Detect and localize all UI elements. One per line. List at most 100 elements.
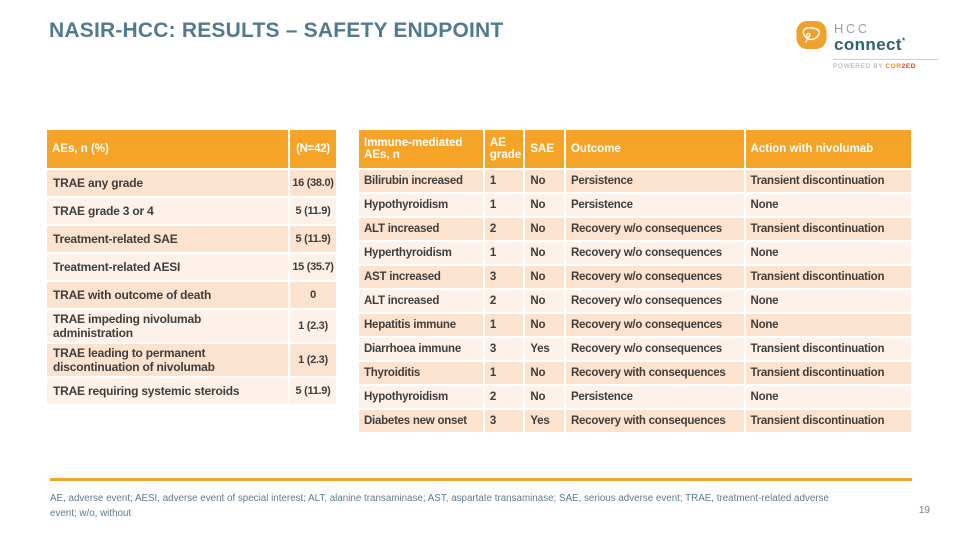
table-cell: No: [523, 192, 566, 218]
table-cell: 1: [482, 240, 526, 266]
column-header-n42: (N=42): [288, 128, 338, 170]
table-cell: 15 (35.7): [288, 252, 338, 282]
immune-table-row: ALT increased 2 No Recovery w/o consequence…: [357, 288, 914, 314]
table-cell: Recovery w/o consequences: [563, 336, 746, 362]
table-cell: 5 (11.9): [288, 224, 338, 254]
table-cell: 3: [482, 408, 526, 434]
table-cell: None: [743, 192, 914, 218]
table-cell: None: [743, 240, 914, 266]
table-cell: Recovery w/o consequences: [563, 312, 746, 338]
cor2ed-2ed: 2ED: [901, 63, 917, 70]
page-number: 19: [918, 505, 930, 516]
table-cell: 2: [482, 216, 526, 242]
immune-header-row: Immune-mediated AEs, n AE grade SAE Outc…: [357, 128, 914, 170]
column-header-sae: SAE: [523, 128, 566, 170]
table-cell: Persistence: [563, 192, 746, 218]
table-cell: Yes: [523, 408, 566, 434]
table-cell: Yes: [523, 336, 566, 362]
table-cell: ALT increased: [357, 288, 485, 314]
table-cell: Transient discontinuation: [743, 408, 914, 434]
logo-divider: [833, 59, 938, 60]
table-cell: No: [523, 360, 566, 386]
column-header-outcome: Outcome: [563, 128, 746, 170]
table-cell: TRAE any grade: [45, 168, 290, 198]
table-cell: No: [523, 264, 566, 290]
column-header-ae-grade: AE grade: [482, 128, 526, 170]
table-cell: Recovery w/o consequences: [563, 288, 746, 314]
table-cell: 1: [482, 312, 526, 338]
table-cell: 16 (38.0): [288, 168, 338, 198]
table-cell: 5 (11.9): [288, 196, 338, 226]
table-cell: TRAE with outcome of death: [45, 280, 290, 310]
column-header-immune-aes: Immune-mediated AEs, n: [357, 128, 485, 170]
table-cell: 1: [482, 192, 526, 218]
footer-accent-rule: [50, 478, 912, 481]
liver-pen-icon: [796, 20, 827, 55]
hcc-connect-logo: HCC connect* POWERED BY COR2ED: [796, 20, 938, 70]
table-cell: No: [523, 216, 566, 242]
immune-table-row: ALT increased 2 No Recovery w/o consequence…: [357, 216, 914, 242]
table-cell: 5 (11.9): [288, 376, 338, 406]
immune-table-row: AST increased 3 No Recovery w/o consequence…: [357, 264, 914, 290]
immune-table-row: Hypothyroidism 1 No Persistence None: [357, 192, 914, 218]
table-cell: TRAE grade 3 or 4: [45, 196, 290, 226]
table-cell: 1 (2.3): [288, 308, 338, 344]
table-cell: None: [743, 384, 914, 410]
table-cell: Hyperthyroidism: [357, 240, 485, 266]
table-cell: No: [523, 288, 566, 314]
table-cell: TRAE leading to permanent discontinuatio…: [45, 342, 290, 378]
immune-table-row: Bilirubin increased 1 No Persistence Transie…: [357, 168, 914, 194]
column-header-aes: AEs, n (%): [45, 128, 290, 170]
table-cell: No: [523, 168, 566, 194]
column-header-action: Action with nivolumab: [743, 128, 914, 170]
table-cell: 0: [288, 280, 338, 310]
table-cell: 1 (2.3): [288, 342, 338, 378]
ae-summary-table: AEs, n (%) (N=42) TRAE any grade 16 (38.0…: [45, 128, 338, 406]
summary-header-row: AEs, n (%) (N=42): [45, 128, 338, 170]
trademark-mark: *: [901, 35, 906, 45]
table-cell: Persistence: [563, 168, 746, 194]
immune-table-row: Hypothyroidism 2 No Persistence None: [357, 384, 914, 410]
table-cell: Transient discontinuation: [743, 168, 914, 194]
table-cell: 2: [482, 288, 526, 314]
table-cell: Persistence: [563, 384, 746, 410]
table-cell: None: [743, 288, 914, 314]
table-cell: Hypothyroidism: [357, 192, 485, 218]
table-cell: Hypothyroidism: [357, 384, 485, 410]
table-cell: Bilirubin increased: [357, 168, 485, 194]
summary-table-row: TRAE impeding nivolumab administration 1 …: [45, 308, 338, 344]
table-cell: No: [523, 240, 566, 266]
table-cell: No: [523, 312, 566, 338]
table-cell: Recovery w/o consequences: [563, 264, 746, 290]
immune-table-row: Diabetes new onset 3 Yes Recovery with cons…: [357, 408, 914, 434]
table-cell: AST increased: [357, 264, 485, 290]
immune-table-row: Thyroiditis 1 No Recovery with consequences…: [357, 360, 914, 386]
powered-by-line: POWERED BY COR2ED: [833, 63, 917, 70]
page-title: NASIR-HCC: RESULTS – SAFETY ENDPOINT: [49, 19, 504, 42]
table-cell: 1: [482, 168, 526, 194]
summary-table-row: TRAE any grade 16 (38.0): [45, 168, 338, 198]
table-cell: Thyroiditis: [357, 360, 485, 386]
table-cell: Diabetes new onset: [357, 408, 485, 434]
table-cell: TRAE impeding nivolumab administration: [45, 308, 290, 344]
table-cell: Transient discontinuation: [743, 336, 914, 362]
table-cell: 1: [482, 360, 526, 386]
table-cell: Transient discontinuation: [743, 360, 914, 386]
summary-table-row: Treatment-related SAE 5 (11.9): [45, 224, 338, 254]
summary-table-row: Treatment-related AESI 15 (35.7): [45, 252, 338, 282]
table-cell: None: [743, 312, 914, 338]
table-cell: 3: [482, 264, 526, 290]
table-cell: 2: [482, 384, 526, 410]
table-cell: Transient discontinuation: [743, 264, 914, 290]
immune-table-row: Diarrhoea immune 3 Yes Recovery w/o consequ…: [357, 336, 914, 362]
table-cell: No: [523, 384, 566, 410]
table-cell: Recovery with consequences: [563, 408, 746, 434]
table-cell: Transient discontinuation: [743, 216, 914, 242]
table-cell: Recovery w/o consequences: [563, 216, 746, 242]
table-cell: Diarrhoea immune: [357, 336, 485, 362]
immune-table-row: Hepatitis immune 1 No Recovery w/o conseque…: [357, 312, 914, 338]
summary-table-row: TRAE requiring systemic steroids 5 (11.9): [45, 376, 338, 406]
table-cell: Treatment-related SAE: [45, 224, 290, 254]
table-cell: Treatment-related AESI: [45, 252, 290, 282]
